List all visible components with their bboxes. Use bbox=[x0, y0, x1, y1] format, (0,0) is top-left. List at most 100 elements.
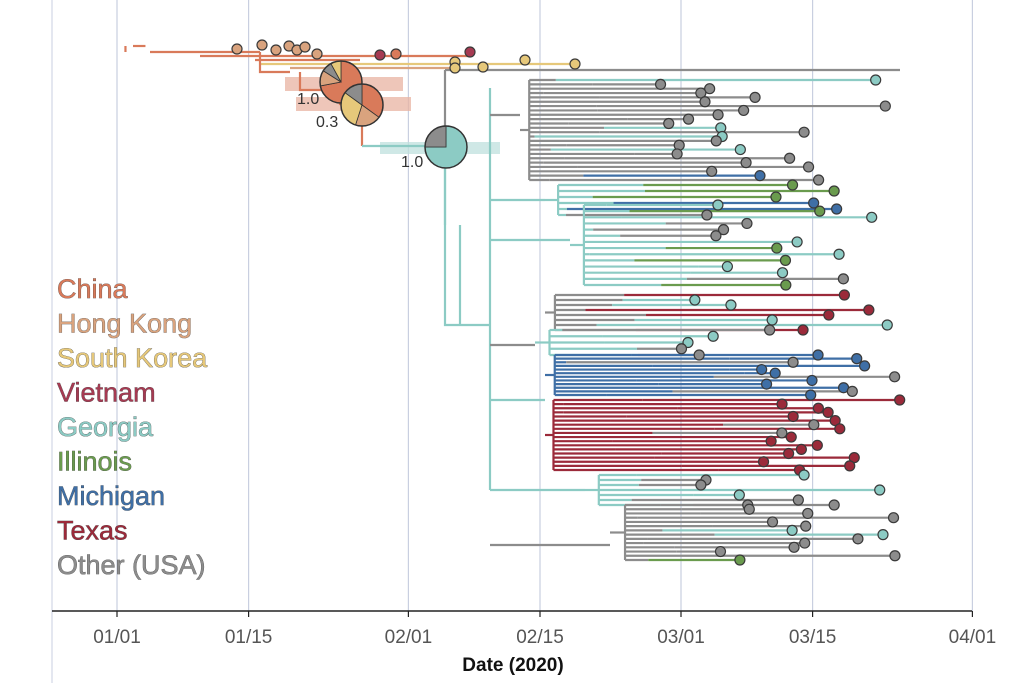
tip-point bbox=[829, 500, 839, 510]
tip-point bbox=[762, 379, 772, 389]
legend-entry: Michigan bbox=[57, 481, 165, 511]
tip-point bbox=[799, 127, 809, 137]
tip-point bbox=[878, 530, 888, 540]
tip-point bbox=[895, 395, 905, 405]
x-tick-label: 03/15 bbox=[789, 627, 837, 648]
tip-point bbox=[788, 180, 798, 190]
tip-point bbox=[570, 59, 580, 69]
tip-point bbox=[793, 495, 803, 505]
tree-branches bbox=[125, 46, 900, 560]
x-tick-label: 02/01 bbox=[385, 627, 433, 648]
legend-entry: Georgia bbox=[57, 412, 154, 442]
tip-point bbox=[860, 361, 870, 371]
legend-entry: Illinois bbox=[57, 447, 132, 477]
tip-point bbox=[832, 204, 842, 214]
tip-point bbox=[702, 210, 712, 220]
tip-point bbox=[232, 44, 242, 54]
tip-point bbox=[741, 158, 751, 168]
tip-point bbox=[391, 49, 401, 59]
tip-point bbox=[838, 274, 848, 284]
tip-point bbox=[742, 218, 752, 228]
tip-point bbox=[694, 350, 704, 360]
pie-label: 1.0 bbox=[297, 91, 319, 108]
tip-point bbox=[889, 513, 899, 523]
tip-point bbox=[834, 249, 844, 259]
x-axis-title: Date (2020) bbox=[462, 655, 563, 676]
tip-point bbox=[684, 114, 694, 124]
tip-point bbox=[853, 534, 863, 544]
x-tick-label: 01/01 bbox=[93, 627, 141, 648]
tip-point bbox=[766, 436, 776, 446]
tip-point bbox=[787, 525, 797, 535]
tip-point bbox=[847, 386, 857, 396]
legend-entry: Other (USA) bbox=[57, 550, 206, 580]
tip-point bbox=[739, 105, 749, 115]
tip-point bbox=[711, 231, 721, 241]
tip-point bbox=[871, 75, 881, 85]
gridlines bbox=[117, 0, 972, 611]
x-tick-label: 02/15 bbox=[516, 627, 564, 648]
tip-point bbox=[778, 268, 788, 278]
pie-label: 1.0 bbox=[401, 154, 423, 171]
tip-point bbox=[700, 97, 710, 107]
tip-point bbox=[690, 295, 700, 305]
tip-point bbox=[823, 407, 833, 417]
legend-entry: Texas bbox=[57, 516, 128, 546]
tip-point bbox=[780, 255, 790, 265]
tip-point bbox=[777, 399, 787, 409]
tip-point bbox=[799, 470, 809, 480]
tip-point bbox=[796, 444, 806, 454]
tip-point bbox=[750, 92, 760, 102]
tip-point bbox=[785, 153, 795, 163]
x-axis-ticks: 01/01 01/15 02/01 02/15 03/01 03/15 04/01 bbox=[93, 611, 996, 648]
tip-point bbox=[789, 542, 799, 552]
tip-point bbox=[788, 411, 798, 421]
tip-point bbox=[882, 320, 892, 330]
tip-point bbox=[300, 42, 310, 52]
tip-point bbox=[806, 390, 816, 400]
tip-point bbox=[800, 538, 810, 548]
tip-point bbox=[815, 206, 825, 216]
tip-point bbox=[814, 175, 824, 185]
tip-point bbox=[786, 432, 796, 442]
phylogeny-chart: 1.00.31.0 01/01 01/15 02/01 02/15 03/01 03/15… bbox=[0, 0, 1024, 683]
tip-point bbox=[845, 461, 855, 471]
tip-point bbox=[777, 428, 787, 438]
x-tick-label: 04/01 bbox=[949, 627, 997, 648]
tip-point bbox=[375, 50, 385, 60]
tip-point bbox=[520, 55, 530, 65]
tip-point bbox=[450, 63, 460, 73]
tip-point bbox=[478, 62, 488, 72]
legend: ChinaHong KongSouth KoreaVietnamGeorgiaI… bbox=[57, 274, 208, 580]
tip-point bbox=[867, 212, 877, 222]
tip-point bbox=[676, 344, 686, 354]
tip-point bbox=[708, 331, 718, 341]
legend-entry: Hong Kong bbox=[57, 309, 192, 339]
tip-point bbox=[801, 521, 811, 531]
tip-point bbox=[271, 45, 281, 55]
tip-point bbox=[788, 357, 798, 367]
tip-point bbox=[312, 49, 322, 59]
tip-point bbox=[713, 110, 723, 120]
x-tick-label: 03/01 bbox=[657, 627, 705, 648]
tip-point bbox=[809, 420, 819, 430]
legend-entry: China bbox=[57, 274, 129, 304]
tip-point bbox=[875, 485, 885, 495]
tip-point bbox=[880, 101, 890, 111]
tip-point bbox=[759, 457, 769, 467]
tip-point bbox=[890, 551, 900, 561]
tip-point bbox=[792, 237, 802, 247]
tip-point bbox=[829, 186, 839, 196]
tip-point bbox=[735, 555, 745, 565]
tip-point bbox=[735, 145, 745, 155]
tip-point bbox=[813, 403, 823, 413]
tree-branch bbox=[445, 146, 460, 325]
x-tick-label: 01/15 bbox=[225, 627, 273, 648]
legend-entry: Vietnam bbox=[57, 378, 156, 408]
tip-point bbox=[824, 310, 834, 320]
tip-point bbox=[768, 517, 778, 527]
tip-point bbox=[812, 440, 822, 450]
tip-point bbox=[807, 375, 817, 385]
tip-point bbox=[771, 192, 781, 202]
tip-point bbox=[864, 305, 874, 315]
